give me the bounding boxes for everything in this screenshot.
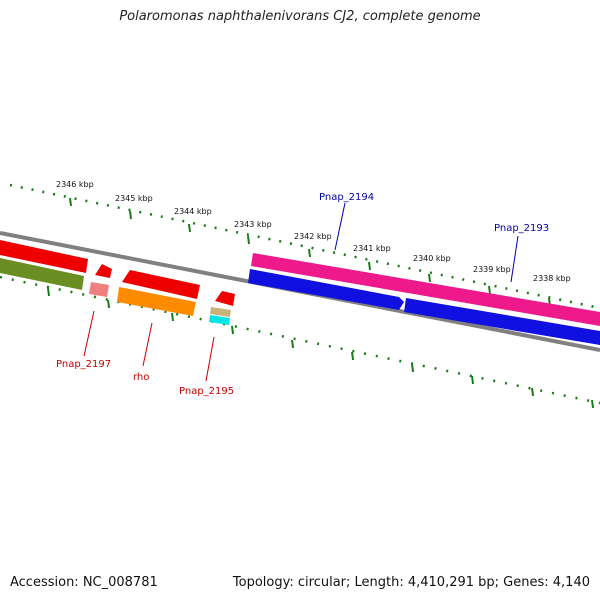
gene-pnap-2194[interactable]	[251, 253, 600, 326]
gene-red-forward-left[interactable]	[0, 240, 88, 273]
kbp-label-2345: 2345 kbp	[115, 194, 153, 203]
kbp-label-2343: 2343 kbp	[234, 220, 272, 229]
kbp-label-2338: 2338 kbp	[533, 274, 571, 283]
leader-pnap-2195	[205, 336, 215, 382]
accession-label: Accession: NC_008781	[10, 575, 158, 590]
gene-red-middle[interactable]	[122, 270, 200, 299]
inner-ruler	[0, 275, 600, 409]
label-pnap-2197[interactable]: Pnap_2197	[56, 359, 111, 370]
kbp-label-2340: 2340 kbp	[413, 254, 451, 263]
gene-rho[interactable]	[117, 287, 196, 316]
label-rho[interactable]: rho	[133, 372, 149, 383]
map-title: Polaromonas naphthalenivorans CJ2, compl…	[119, 9, 481, 24]
gene-pnap-2193[interactable]	[404, 298, 600, 345]
kbp-label-2342: 2342 kbp	[294, 232, 332, 241]
kbp-label-2339: 2339 kbp	[473, 265, 511, 274]
gene-small-red-2[interactable]	[215, 291, 235, 306]
gene-small-red-1[interactable]	[95, 264, 112, 278]
leader-rho	[142, 322, 153, 367]
leader-pnap-2197	[83, 310, 95, 357]
gene-pnap-2197[interactable]	[89, 282, 109, 297]
genome-summary: Topology: circular; Length: 4,410,291 bp…	[232, 575, 590, 590]
kbp-label-2341: 2341 kbp	[353, 244, 391, 253]
gene-tan[interactable]	[210, 307, 231, 317]
reverse-strand	[0, 258, 600, 345]
outer-ruler	[9, 183, 600, 310]
label-pnap-2195[interactable]: Pnap_2195	[179, 386, 234, 397]
gene-pnap-2195[interactable]	[209, 315, 230, 325]
leader-pnap-2193	[510, 235, 519, 283]
kbp-label-2346: 2346 kbp	[56, 180, 94, 189]
kbp-label-2344: 2344 kbp	[174, 207, 212, 216]
label-pnap-2194[interactable]: Pnap_2194	[319, 192, 374, 203]
label-pnap-2193[interactable]: Pnap_2193	[494, 223, 549, 234]
gene-olive[interactable]	[0, 258, 84, 290]
leader-pnap-2194	[334, 202, 346, 251]
forward-strand	[0, 240, 600, 326]
gene-blue-left[interactable]	[248, 269, 404, 310]
